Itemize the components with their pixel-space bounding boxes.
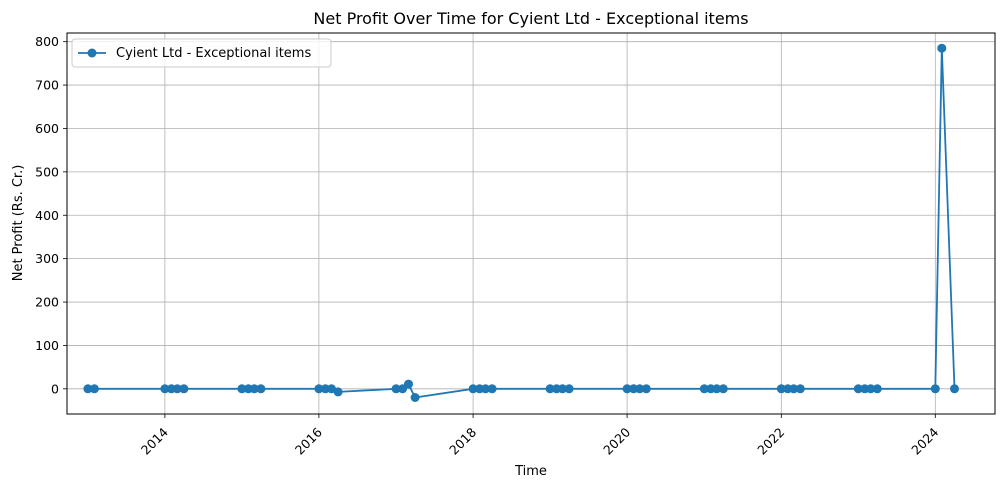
data-point: [89, 384, 99, 394]
x-tick-label: 2018: [446, 424, 479, 457]
data-point: [937, 43, 947, 53]
data-point: [712, 384, 722, 394]
data-point: [237, 384, 247, 394]
data-point: [853, 384, 863, 394]
legend-box: [71, 38, 332, 68]
data-point: [333, 387, 343, 397]
data-point: [314, 384, 324, 394]
legend: Cyient Ltd - Exceptional items: [71, 38, 332, 68]
data-point: [635, 384, 645, 394]
x-tick-label: 2020: [600, 424, 633, 457]
data-point: [545, 384, 555, 394]
x-axis: 2014 2016 2018 2020 2022 2024: [138, 414, 941, 458]
data-point: [256, 384, 266, 394]
x-tick-label: 2022: [754, 425, 787, 458]
plot-area-frame: [66, 32, 996, 415]
series-layer: [83, 43, 959, 402]
data-point: [564, 384, 574, 394]
legend-marker: [87, 48, 97, 58]
x-tick-label: 2016: [292, 424, 325, 457]
y-tick-label: 0: [51, 381, 59, 396]
data-point: [789, 384, 799, 394]
data-point: [622, 384, 632, 394]
data-point: [404, 379, 413, 389]
data-point: [487, 384, 497, 394]
data-point: [172, 384, 182, 394]
legend-label: Cyient Ltd - Exceptional items: [116, 46, 311, 61]
y-tick-label: 700: [35, 78, 59, 93]
x-tick-label: 2014: [138, 424, 171, 457]
data-point: [866, 384, 876, 394]
data-point: [160, 384, 170, 394]
y-tick-label: 400: [35, 208, 59, 223]
data-point: [950, 384, 959, 394]
data-point: [930, 384, 940, 394]
x-axis-label: Time: [514, 464, 547, 479]
data-point: [468, 384, 478, 394]
y-axis: 0 100 200 300 400 500 600 700 800: [35, 34, 67, 396]
data-point: [410, 393, 420, 402]
y-tick-label: 500: [35, 164, 59, 179]
y-axis-label: Net Profit (Rs. Cr.): [11, 165, 26, 282]
grid: [67, 33, 995, 414]
data-point: [83, 384, 93, 394]
y-tick-label: 600: [35, 121, 59, 136]
data-point: [718, 384, 728, 394]
data-point: [179, 384, 189, 394]
data-point: [699, 384, 709, 394]
data-point: [872, 384, 882, 394]
x-tick-label: 2024: [908, 424, 941, 457]
data-point: [481, 384, 490, 394]
data-point: [558, 384, 567, 394]
data-point: [641, 384, 651, 394]
y-tick-label: 300: [35, 251, 59, 266]
y-tick-label: 200: [35, 295, 59, 310]
data-point: [249, 384, 259, 394]
y-tick-label: 800: [35, 34, 59, 49]
chart-title: Net Profit Over Time for Cyient Ltd - Ex…: [313, 9, 748, 28]
data-point: [776, 384, 786, 394]
data-point: [795, 384, 805, 394]
y-tick-label: 100: [35, 338, 59, 353]
data-point: [391, 384, 401, 394]
